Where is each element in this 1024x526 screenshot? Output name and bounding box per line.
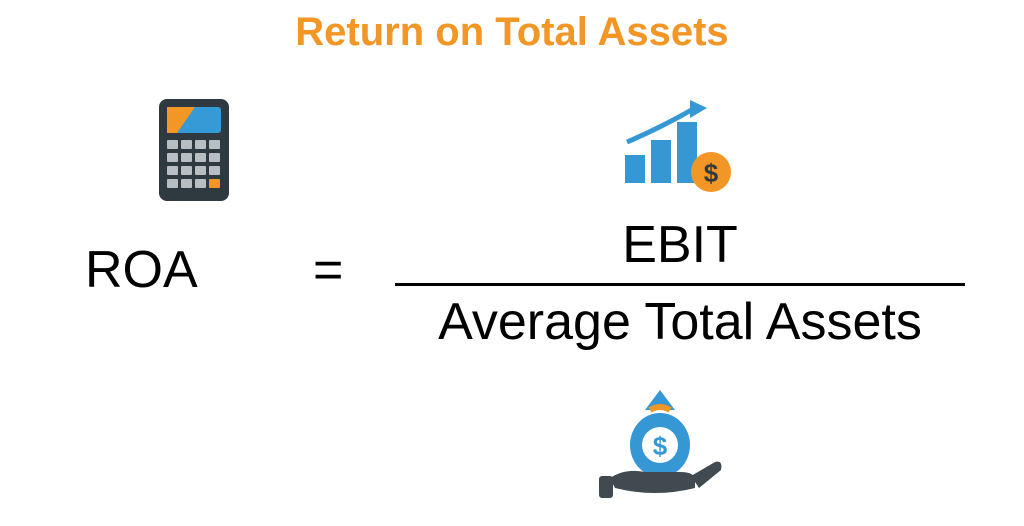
title-text: Return on Total Assets — [295, 10, 728, 54]
calculator-icon — [155, 95, 233, 210]
svg-text:$: $ — [704, 158, 719, 188]
moneybag-hand-icon: $ — [595, 380, 725, 515]
numerator: EBIT — [622, 215, 738, 275]
fraction-line — [395, 283, 965, 286]
formula-lhs: ROA — [85, 240, 198, 300]
equals-text: = — [313, 241, 343, 299]
roa-label: ROA — [85, 241, 198, 299]
numerator-text: EBIT — [622, 216, 738, 274]
denominator: Average Total Assets — [438, 292, 922, 352]
svg-text:$: $ — [653, 431, 668, 461]
equals-sign: = — [313, 240, 343, 300]
growth-chart-icon: $ — [615, 100, 745, 205]
denominator-text: Average Total Assets — [438, 293, 922, 351]
fraction-container: $ EBIT Average Total Assets — [395, 100, 965, 352]
page-title: Return on Total Assets — [0, 10, 1024, 55]
